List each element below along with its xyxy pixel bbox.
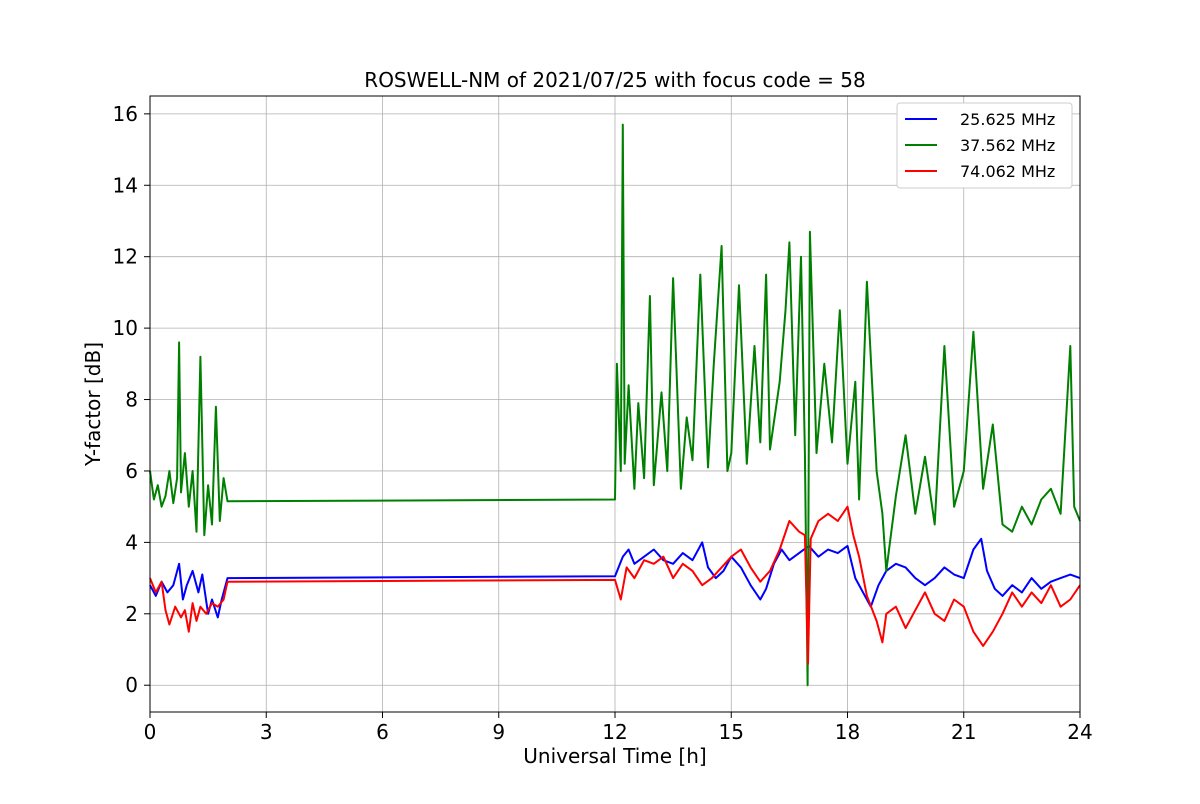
- x-axis-label: Universal Time [h]: [523, 744, 706, 768]
- x-tick-label: 24: [1067, 720, 1092, 744]
- x-tick-label: 0: [144, 720, 157, 744]
- legend-label-37mhz: 37.562 MHz: [960, 136, 1055, 155]
- x-tick-label: 6: [376, 720, 389, 744]
- legend-box: [896, 102, 1073, 189]
- y-tick-label: 6: [125, 459, 138, 483]
- x-tick-label: 18: [835, 720, 860, 744]
- chart-title: ROSWELL-NM of 2021/07/25 with focus code…: [364, 68, 865, 92]
- legend-label-25mhz: 25.625 MHz: [960, 110, 1055, 129]
- y-axis-label: Y-factor [dB]: [81, 342, 105, 467]
- x-tick-label: 21: [951, 720, 976, 744]
- y-tick-label: 8: [125, 388, 138, 412]
- x-tick-label: 9: [492, 720, 505, 744]
- y-tick-label: 14: [113, 173, 138, 197]
- y-tick-label: 0: [125, 673, 138, 697]
- series-lines: [149, 123, 1081, 687]
- y-tick-label: 4: [125, 530, 138, 554]
- legend: 25.625 MHz 37.562 MHz 74.062 MHz: [896, 102, 1073, 189]
- y-tick-label: 10: [113, 316, 138, 340]
- y-tick-label: 16: [113, 102, 138, 126]
- x-tick-label: 3: [260, 720, 273, 744]
- x-tick-label: 12: [602, 720, 627, 744]
- series-line-2: [149, 505, 1081, 665]
- y-tick-label: 12: [113, 245, 138, 269]
- y-tick-label: 2: [125, 602, 138, 626]
- x-tick-label: 15: [719, 720, 744, 744]
- legend-label-74mhz: 74.062 MHz: [960, 162, 1055, 181]
- series-line-1: [149, 123, 1081, 687]
